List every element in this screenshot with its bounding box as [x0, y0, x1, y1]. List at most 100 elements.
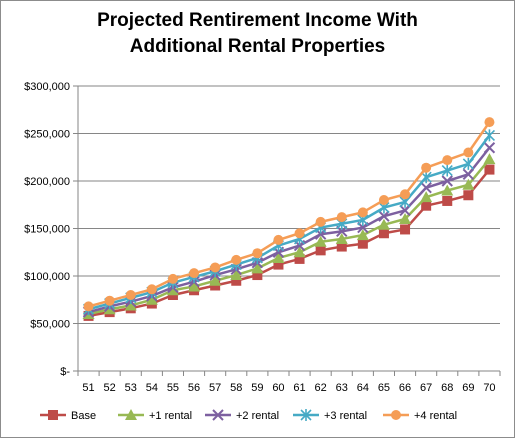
legend-entry: Base: [40, 410, 96, 422]
data-point: [484, 117, 495, 128]
data-point: [421, 162, 432, 173]
legend-marker: [48, 410, 58, 420]
x-tick-label: 55: [167, 382, 179, 394]
data-point: [315, 216, 326, 227]
data-point: [377, 218, 390, 230]
data-point: [314, 235, 327, 247]
data-point: [335, 232, 348, 244]
data-point: [420, 181, 432, 194]
data-point: [442, 195, 453, 206]
legend-marker: [125, 409, 137, 420]
legend-marker: [212, 409, 224, 421]
legend-entry: +2 rental: [205, 409, 279, 422]
legend-entry: +3 rental: [293, 409, 367, 422]
data-point: [420, 191, 433, 203]
data-point: [463, 190, 474, 201]
y-tick-label: $250,000: [24, 129, 70, 141]
gridlines: [78, 85, 500, 324]
chart-title: Projected Rentirement Income With Additi…: [0, 8, 515, 60]
data-point: [273, 259, 284, 270]
x-tick-label: 63: [336, 382, 348, 394]
data-point: [252, 248, 263, 259]
legend-label: +4 rental: [414, 410, 457, 422]
chart-title-line-2: Additional Rental Properties: [129, 36, 386, 57]
x-tick-label: 57: [209, 382, 221, 394]
data-point: [189, 268, 200, 279]
x-tick-label: 65: [378, 382, 390, 394]
data-point: [357, 207, 368, 218]
data-point: [251, 262, 264, 274]
legend-label: +1 rental: [149, 410, 192, 422]
data-point: [231, 275, 242, 286]
x-tick-label: 70: [483, 382, 495, 394]
data-point: [483, 142, 496, 154]
y-tick-label: $-: [60, 366, 70, 378]
data-point: [441, 184, 454, 196]
data-point: [356, 229, 369, 241]
data-point: [441, 175, 453, 187]
data-point: [209, 274, 222, 286]
data-point: [104, 295, 115, 306]
y-tick-label: $200,000: [24, 176, 70, 188]
x-tick-label: 69: [462, 382, 474, 394]
y-tick-label: $100,000: [24, 271, 70, 283]
legend-label: Base: [71, 410, 96, 422]
series-line: [88, 121, 491, 308]
data-point: [421, 200, 432, 211]
legend-marker: [391, 410, 401, 420]
x-tick-label: 67: [420, 382, 432, 394]
x-tick-label: 54: [146, 382, 158, 394]
data-point: [378, 210, 390, 222]
data-point: [294, 228, 305, 239]
x-tick-label: 61: [293, 382, 305, 394]
y-tick-label: $150,000: [24, 224, 70, 236]
data-point: [315, 245, 326, 256]
series-4: [83, 117, 495, 312]
x-tick-label: 53: [125, 382, 137, 394]
data-point: [484, 164, 495, 175]
legend: Base +1 rental +2 rental +3 rental +4 rental: [40, 409, 457, 422]
x-tick-label: 58: [230, 382, 242, 394]
data-point: [400, 189, 411, 200]
data-point: [483, 153, 496, 165]
data-point: [378, 228, 389, 239]
data-point: [336, 212, 347, 223]
data-point: [273, 234, 284, 245]
data-point: [83, 301, 94, 312]
data-point: [483, 129, 496, 142]
data-point: [399, 204, 411, 217]
data-point: [462, 178, 475, 190]
data-point: [441, 164, 453, 177]
y-tick-label: $300,000: [24, 81, 70, 93]
data-point: [378, 195, 389, 205]
x-tick-label: 64: [357, 382, 369, 394]
data-point: [357, 238, 368, 249]
data-point: [294, 253, 305, 264]
legend-marker: [300, 409, 312, 421]
data-point: [230, 269, 243, 281]
x-tick-label: 68: [441, 382, 453, 394]
data-point: [252, 270, 263, 281]
x-tick-label: 51: [82, 382, 94, 394]
data-point: [442, 155, 453, 166]
data-point: [463, 147, 474, 158]
series-3: [82, 129, 496, 316]
data-point: [336, 241, 347, 252]
legend-entry: +1 rental: [118, 409, 192, 422]
x-tick-label: 66: [399, 382, 411, 394]
data-point: [272, 251, 285, 263]
x-tick-label: 52: [104, 382, 116, 394]
data-point: [210, 262, 221, 273]
legend-label: +2 rental: [236, 410, 279, 422]
data-point: [166, 284, 179, 296]
data-point: [188, 280, 201, 292]
x-tick-label: 56: [188, 382, 200, 394]
data-point: [124, 299, 137, 311]
x-tick-label: 59: [251, 382, 263, 394]
legend-entry: +4 rental: [383, 410, 457, 422]
y-tick-label: $50,000: [30, 319, 70, 331]
data-point: [167, 273, 178, 284]
data-point: [125, 290, 136, 300]
series-line: [88, 134, 491, 311]
